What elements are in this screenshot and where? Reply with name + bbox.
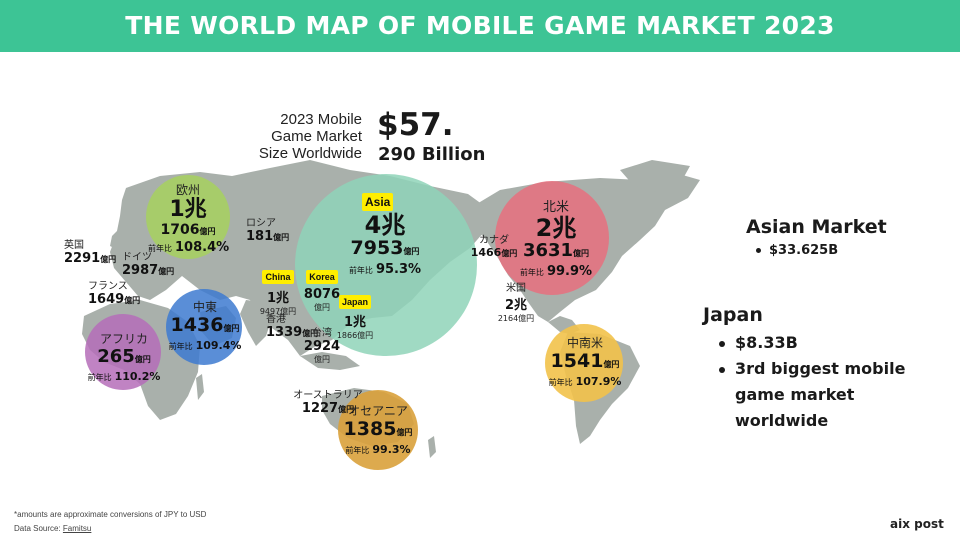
country-japan: Japan 1兆 1866億円 xyxy=(336,295,374,340)
asian-market-heading: Asian Market xyxy=(746,216,887,238)
country-korea: Korea 8076 億円 xyxy=(303,270,341,312)
country-hong-kong: 香港 1339億円 xyxy=(266,314,319,340)
circle-oceania xyxy=(338,390,418,470)
circle-north-america xyxy=(495,181,609,295)
region-north-america: 北米 2兆 3631億円 前年比 99.9% xyxy=(519,200,593,279)
region-middle-east: 中東 1436億円 前年比 109.4% xyxy=(168,300,242,352)
country-uk: 英国 2291億円 xyxy=(64,240,117,266)
country-canada: カナダ 1466億円 xyxy=(470,235,518,259)
circle-europe xyxy=(146,175,230,259)
land-madagascar xyxy=(196,374,204,400)
asia-tag: Asia xyxy=(362,191,394,211)
country-taiwan: 台湾 2924 億円 xyxy=(303,328,341,364)
market-size-label: 2023 Mobile Game Market Size Worldwide xyxy=(258,111,362,162)
circle-africa xyxy=(85,314,161,390)
land-india xyxy=(240,300,272,346)
japan-list: $8.33B 3rd biggest mobile game market wo… xyxy=(703,330,905,434)
brand-logo: aix post xyxy=(890,517,944,531)
country-usa: 米国 2兆 2164億円 xyxy=(497,283,535,323)
market-size-value: $57. xyxy=(377,107,454,143)
title-banner: THE WORLD MAP OF MOBILE GAME MARKET 2023 xyxy=(0,0,960,52)
circle-latin-america xyxy=(545,324,623,402)
country-australia: オーストラリア 1227億円 xyxy=(293,390,363,416)
japan-section: Japan $8.33B 3rd biggest mobile game mar… xyxy=(703,302,905,434)
region-latin-america: 中南米 1541億円 前年比 107.9% xyxy=(548,336,622,388)
region-oceania: オセアニア 1385億円 前年比 99.3% xyxy=(343,404,413,456)
asian-market-section: Asian Market $33.625B xyxy=(746,214,887,262)
japan-item-value: $8.33B xyxy=(719,330,905,356)
page-title: THE WORLD MAP OF MOBILE GAME MARKET 2023 xyxy=(125,11,835,40)
circle-asia xyxy=(295,174,477,356)
land-uk xyxy=(110,228,124,250)
japan-heading: Japan xyxy=(703,304,763,326)
market-size-value-billion: 290 Billion xyxy=(378,144,486,165)
region-asia: 4兆 7953億円 前年比 95.3% xyxy=(348,211,422,277)
circle-middle-east xyxy=(166,289,242,365)
country-france: フランス 1649億円 xyxy=(88,281,141,307)
data-source: Data Source: Famitsu xyxy=(14,524,92,533)
land-greenland xyxy=(620,160,690,192)
country-russia: ロシア 181億円 xyxy=(246,218,290,244)
country-germany: ドイツ 2987億円 xyxy=(122,252,175,278)
region-circles xyxy=(85,174,623,470)
footnote: *amounts are approximate conversions of … xyxy=(14,510,207,519)
region-europe: 欧州 1兆 1706億円 前年比 108.4% xyxy=(148,183,230,255)
world-map xyxy=(82,160,700,470)
land-new-zealand xyxy=(428,436,436,458)
japan-item-rank: 3rd biggest mobile xyxy=(719,356,905,382)
asian-market-value: $33.625B xyxy=(746,240,887,262)
country-china: China 1兆 9497億円 xyxy=(259,270,297,316)
source-link[interactable]: Famitsu xyxy=(62,524,92,533)
region-africa: アフリカ 265億円 前年比 110.2% xyxy=(87,332,161,383)
land-indonesia xyxy=(300,352,360,370)
